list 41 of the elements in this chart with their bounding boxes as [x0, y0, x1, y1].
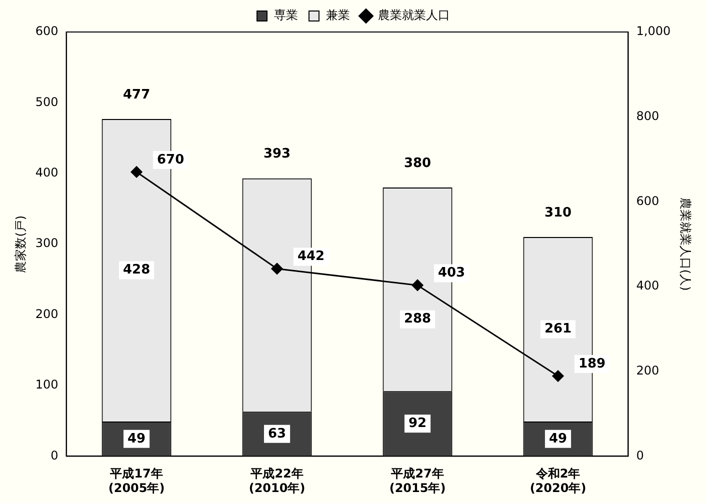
y2-tick-label: 400	[636, 278, 660, 293]
y2-tick-label: 0	[636, 448, 644, 462]
total-label: 393	[263, 146, 291, 162]
y2-tick-label: 800	[636, 108, 660, 123]
y-tick-label: 500	[35, 94, 58, 109]
x-tick-label: 平成27年 (2015年)	[389, 466, 446, 495]
data-label: 428	[122, 262, 150, 278]
point	[271, 262, 283, 274]
x-tick-label: 令和2年 (2020年)	[530, 466, 586, 495]
data-label: 670	[156, 152, 184, 168]
data-label: 49	[548, 431, 568, 446]
total-label: 310	[544, 205, 572, 220]
y2-axis-title: 農業就業人口(人)	[678, 197, 693, 291]
y-tick-label: 100	[35, 378, 58, 392]
data-label: 92	[408, 416, 427, 432]
data-label: 288	[404, 312, 432, 327]
y2-tick-label: 600	[636, 194, 660, 208]
legend-label: 兼業	[326, 8, 350, 22]
data-label: 49	[128, 431, 146, 446]
point	[412, 280, 424, 291]
total-label: 380	[404, 156, 432, 171]
y2-tick-label: 1,000	[636, 24, 671, 38]
legend-label: 農業就業人口	[378, 8, 450, 22]
y-tick-label: 300	[35, 236, 58, 250]
x-tick-label: 平成17年 (2005年)	[108, 466, 165, 495]
y-tick-label: 200	[35, 306, 58, 321]
y2-tick-label: 200	[636, 363, 660, 378]
data-label: 63	[268, 426, 286, 442]
data-label: 442	[297, 249, 325, 264]
point	[130, 166, 142, 178]
point	[552, 370, 564, 382]
y-tick-label: 400	[35, 166, 58, 180]
x-tick-label: 平成22年 (2010年)	[248, 466, 306, 495]
total-label: 477	[122, 87, 150, 102]
y-tick-label: 600	[35, 24, 58, 38]
legend-label: 専業	[274, 8, 298, 22]
data-label: 403	[438, 266, 466, 281]
data-label: 189	[578, 356, 606, 372]
data-label: 261	[544, 322, 572, 337]
y-tick-label: 0	[50, 448, 58, 462]
y-axis-title: 農家数(戸)	[13, 215, 28, 273]
